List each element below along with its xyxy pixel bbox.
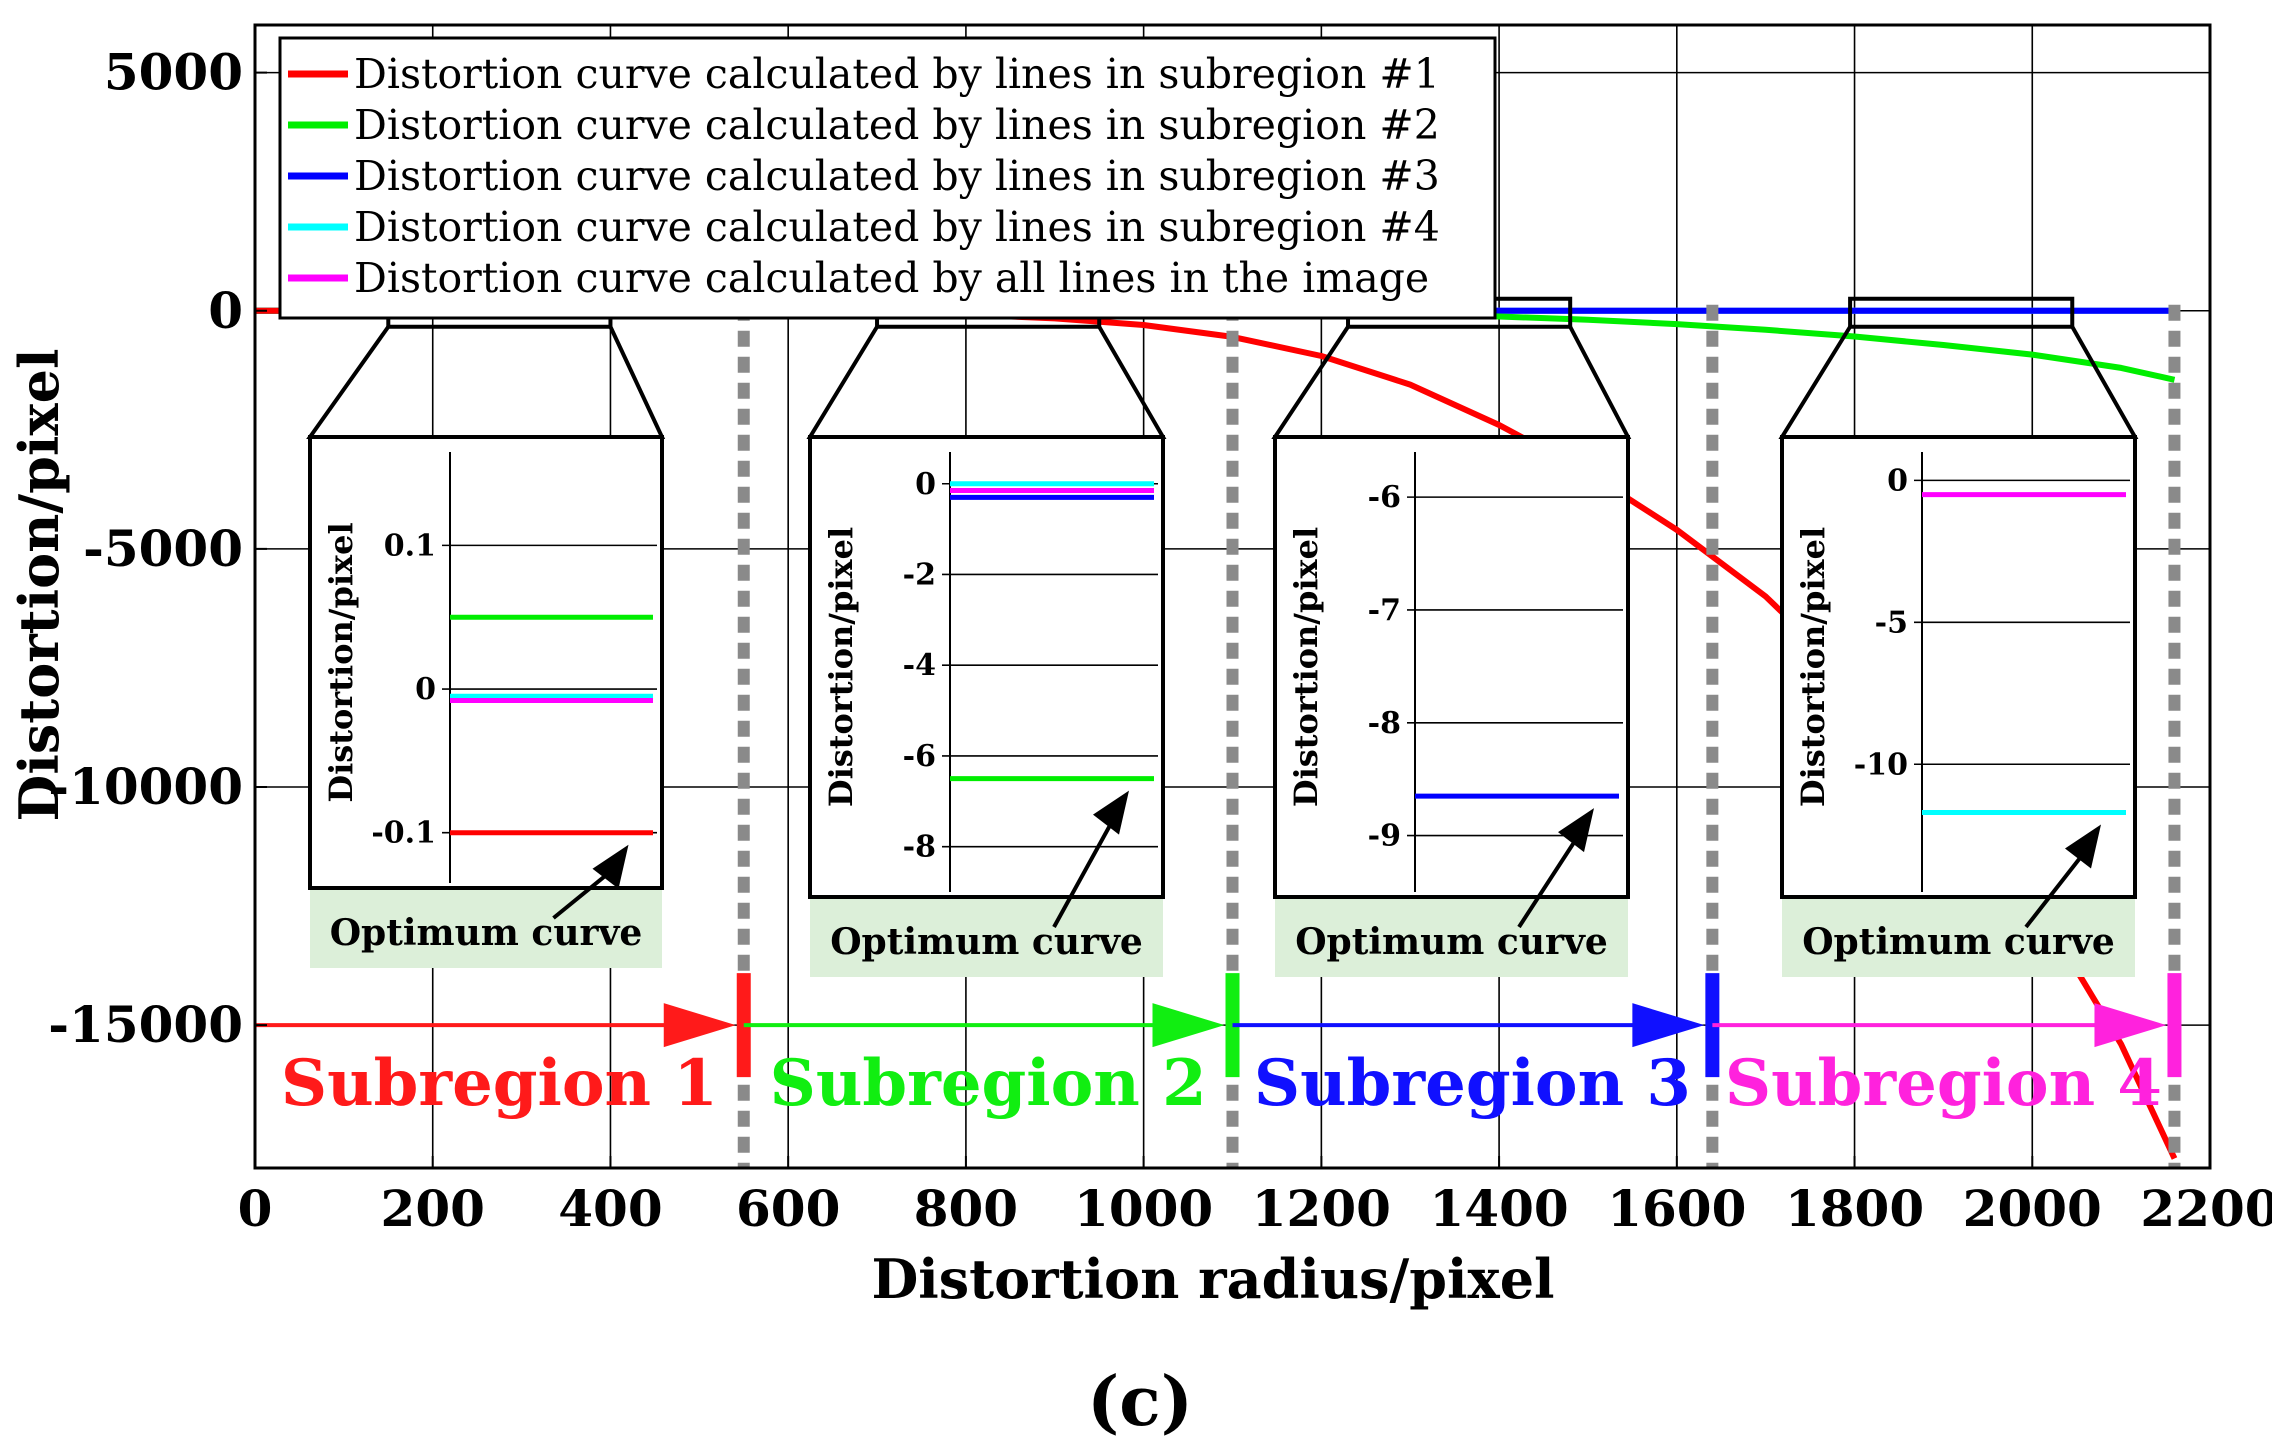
subregion-boundaries bbox=[737, 304, 2181, 1168]
x-tick-label: 0 bbox=[238, 1179, 273, 1238]
x-tick-label: 200 bbox=[381, 1179, 485, 1238]
legend-box bbox=[278, 36, 1497, 320]
optimum-curve-label: Optimum curve bbox=[330, 912, 643, 954]
x-axis-label: Distortion radius/pixel bbox=[871, 1247, 1554, 1311]
optimum-arrow-head bbox=[1093, 790, 1129, 835]
legend-entry: Distortion curve calculated by all lines… bbox=[354, 254, 1429, 302]
subregion-arrow-head bbox=[2094, 1003, 2167, 1048]
x-tick-label: 1600 bbox=[1607, 1179, 1746, 1238]
inset-tick-label: -5 bbox=[1875, 605, 1908, 640]
axis-labels: Distortion radius/pixel Distortion/pixel… bbox=[7, 349, 1555, 1442]
optimum-arrow-shaft bbox=[1517, 829, 1584, 929]
zoom-inset: -6 -7 -8 -9 Distortion/pixel Optimum curve bbox=[1271, 296, 1632, 977]
optimum-arrow-shaft bbox=[2024, 845, 2091, 929]
subregion-arrow-head bbox=[663, 1003, 736, 1048]
y-tick-label: -15000 bbox=[48, 995, 243, 1054]
optimum-arrow-head bbox=[2065, 824, 2101, 869]
optimum-curve-label: Optimum curve bbox=[1802, 921, 2115, 963]
subregion-arrow-head bbox=[1152, 1003, 1225, 1048]
inset-frame bbox=[1273, 435, 1630, 899]
panel-label: (c) bbox=[1087, 1362, 1193, 1442]
inset-y-axis-label: Distortion/pixel bbox=[1287, 527, 1325, 807]
optimum-curve-label: Optimum curve bbox=[830, 921, 1143, 963]
inset-y-axis-label: Distortion/pixel bbox=[1794, 527, 1832, 807]
x-tick-label: 400 bbox=[558, 1179, 662, 1238]
x-tick-label: 1800 bbox=[1785, 1179, 1924, 1238]
zoom-inset: 0 -5 -10 Distortion/pixel Optimum curve bbox=[1778, 296, 2139, 977]
inset-tick-label: -4 bbox=[903, 648, 936, 683]
inset-y-axis-label: Distortion/pixel bbox=[322, 522, 360, 802]
y-tick-label: 5000 bbox=[104, 43, 243, 102]
legend-entry: Distortion curve calculated by lines in … bbox=[354, 50, 1440, 98]
optimum-curve-caption-band bbox=[1275, 897, 1628, 977]
optimum-arrow-head bbox=[592, 844, 629, 889]
inset-tick-label: -8 bbox=[1368, 706, 1401, 741]
inset-frame bbox=[308, 435, 664, 890]
x-tick-label: 600 bbox=[736, 1179, 840, 1238]
plot-frame bbox=[253, 23, 2212, 1170]
x-tick-label: 2200 bbox=[2140, 1179, 2272, 1238]
x-tick-label: 2000 bbox=[1963, 1179, 2102, 1238]
y-tick-label: -10000 bbox=[48, 757, 243, 816]
inset-tick-label: 0 bbox=[415, 672, 436, 707]
subregion-end-bar bbox=[2167, 973, 2182, 1078]
inset-frame bbox=[1780, 435, 2137, 899]
zoom-window bbox=[1848, 296, 2075, 329]
y-tick-label: -5000 bbox=[83, 519, 243, 578]
inset-tick-label: -8 bbox=[903, 830, 936, 865]
subregion-label: Subregion 1 bbox=[281, 1046, 718, 1121]
subregion-label: Subregion 3 bbox=[1254, 1046, 1691, 1121]
inset-tick-label: -0.1 bbox=[371, 816, 436, 851]
x-tick-label: 1200 bbox=[1252, 1179, 1391, 1238]
zoom-inset: 0.1 0 -0.1 Distortion/pixel Optimum curve bbox=[306, 296, 666, 968]
zoom-inset: 0 -2 -4 -6 -8 Distortion/pixel Optimum curve bbox=[806, 296, 1167, 977]
subregion-label: Subregion 2 bbox=[770, 1046, 1207, 1121]
legend-entry: Distortion curve calculated by lines in … bbox=[354, 203, 1440, 251]
optimum-arrow-shaft bbox=[1052, 811, 1119, 928]
legend: Distortion curve calculated by lines in … bbox=[278, 36, 1497, 320]
optimum-curve-caption-band bbox=[310, 888, 662, 968]
subregion-label: Subregion 4 bbox=[1725, 1046, 2162, 1121]
subregion-arrows: Subregion 1 Subregion 2 Subregion 3 Subregi… bbox=[255, 973, 2182, 1121]
inset-tick-label: 0.1 bbox=[384, 528, 436, 563]
legend-entry: Distortion curve calculated by lines in … bbox=[354, 152, 1440, 200]
axes: 0 200 400 600 800 1000 1200 1400 1600 1800 2000 220… bbox=[48, 23, 2272, 1238]
x-tick-label: 1000 bbox=[1074, 1179, 1213, 1238]
optimum-curve-caption-band bbox=[810, 897, 1163, 977]
inset-tick-label: -10 bbox=[1854, 747, 1908, 782]
y-tick-label: 0 bbox=[208, 281, 243, 340]
inset-tick-label: 0 bbox=[1887, 463, 1908, 498]
inset-y-axis-label: Distortion/pixel bbox=[822, 527, 860, 807]
optimum-curve-caption-band bbox=[1782, 897, 2135, 977]
optimum-curve-label: Optimum curve bbox=[1295, 921, 1608, 963]
inset-tick-label: -2 bbox=[903, 557, 936, 592]
zoom-insets: 0.1 0 -0.1 Distortion/pixel Optimum curve 0 -2… bbox=[306, 296, 2139, 977]
x-tick-label: 800 bbox=[914, 1179, 1018, 1238]
optimum-arrow-head bbox=[1558, 808, 1594, 853]
inset-tick-label: -7 bbox=[1368, 593, 1401, 628]
inset-tick-label: -6 bbox=[903, 739, 936, 774]
inset-tick-label: -9 bbox=[1368, 819, 1401, 854]
x-tick-label: 1400 bbox=[1430, 1179, 1569, 1238]
inset-tick-label: 0 bbox=[915, 467, 936, 502]
y-axis-label: Distortion/pixel bbox=[7, 349, 71, 822]
subregion-arrow-head bbox=[1632, 1003, 1705, 1048]
inset-tick-label: -6 bbox=[1368, 480, 1401, 515]
legend-entry: Distortion curve calculated by lines in … bbox=[354, 101, 1440, 149]
